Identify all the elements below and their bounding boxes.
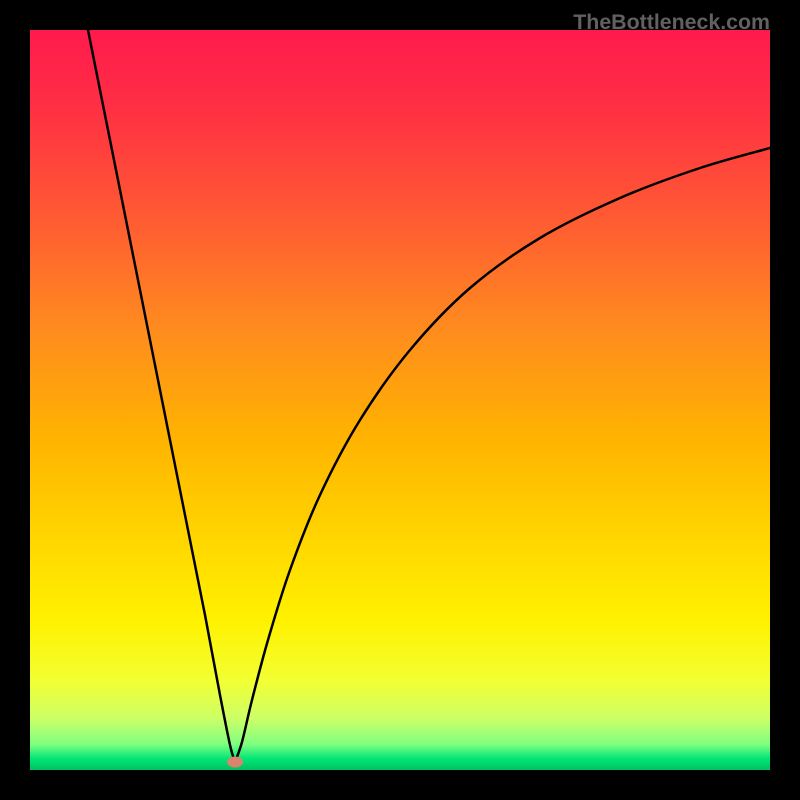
chart-frame: TheBottleneck.com [0, 0, 800, 800]
watermark-text: TheBottleneck.com [573, 10, 770, 35]
plot-area [30, 30, 770, 770]
optimal-point-marker [227, 757, 243, 768]
bottleneck-curve [30, 30, 770, 770]
